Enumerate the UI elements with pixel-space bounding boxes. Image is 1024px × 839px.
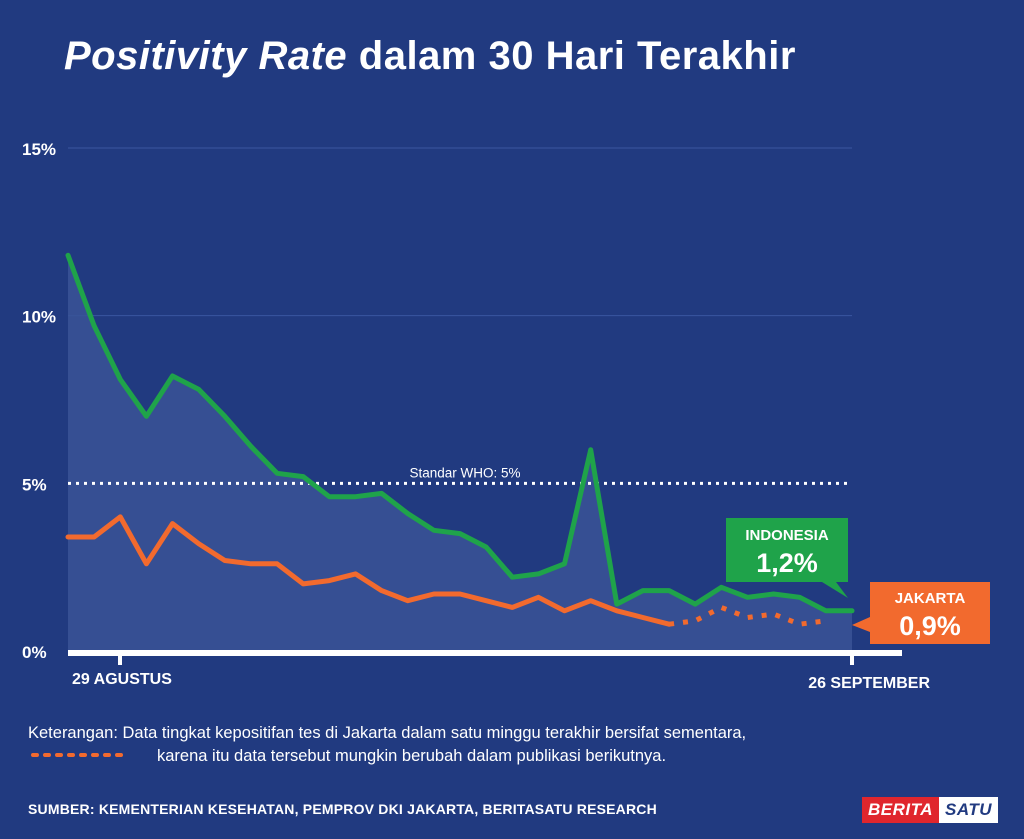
jakarta-line <box>65 514 672 627</box>
chart-title: Positivity Rate dalam 30 Hari Terakhir <box>64 34 796 79</box>
dotted-legend-icon <box>31 753 129 757</box>
y-tick-label: 5% <box>22 475 47 494</box>
indonesia-callout-box <box>726 518 848 598</box>
title-italic: Positivity Rate <box>64 34 348 78</box>
x-label-end: 26 SEPTEMBER <box>808 675 930 692</box>
logo-part-2: SATU <box>939 797 999 823</box>
indonesia-callout-value: 1,2% <box>756 548 818 578</box>
jakarta-callout-name: JAKARTA <box>895 590 966 607</box>
who-reference-label: Standar WHO: 5% <box>409 465 520 480</box>
jakarta-callout: JAKARTA 0,9% <box>852 582 990 644</box>
indonesia-callout: INDONESIA 1,2% <box>726 518 848 598</box>
source-text: SUMBER: KEMENTERIAN KESEHATAN, PEMPROV D… <box>28 801 657 817</box>
y-tick-label: 0% <box>22 643 47 662</box>
note-line-2: karena itu data tersebut mungkin berubah… <box>157 747 667 765</box>
note-line-1: Keterangan: Data tingkat kepositifan tes… <box>28 724 747 742</box>
x-label-start: 29 AGUSTUS <box>72 671 172 688</box>
indonesia-area <box>68 255 852 652</box>
note: Keterangan: Data tingkat kepositifan tes… <box>28 722 746 768</box>
jakarta-callout-box <box>852 582 990 644</box>
indonesia-callout-name: INDONESIA <box>745 527 829 544</box>
jakarta-callout-value: 0,9% <box>899 611 961 641</box>
logo-part-1: BERITA <box>862 797 940 823</box>
y-tick-label: 10% <box>22 308 56 327</box>
title-rest: dalam 30 Hari Terakhir <box>347 34 796 78</box>
beritasatu-logo: BERITA SATU <box>862 797 999 823</box>
y-tick-label: 15% <box>22 140 56 159</box>
